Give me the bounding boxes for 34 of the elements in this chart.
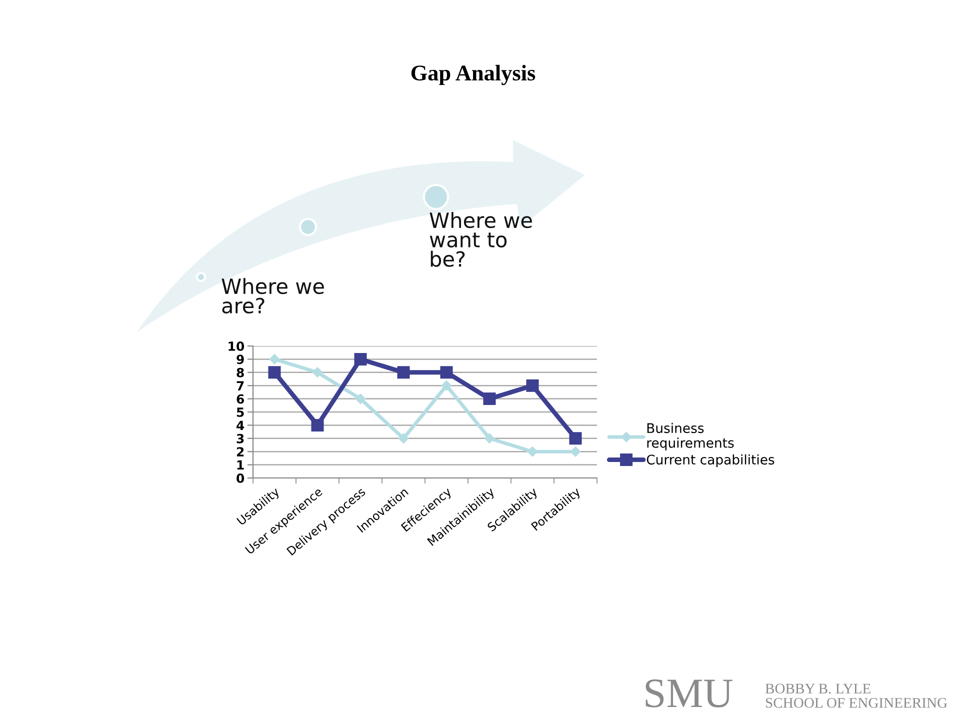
point [441, 380, 452, 391]
text: BOBBY B. LYLE SCHOOL OF ENGINEERING [765, 684, 948, 708]
point [440, 366, 453, 379]
y-tick-label: 6 [236, 394, 244, 404]
legend-label: Business requirements [647, 422, 734, 450]
y-tick-label: 10 [228, 341, 244, 351]
point [397, 366, 410, 379]
y-tick-label: 4 [236, 420, 244, 430]
point [484, 433, 495, 444]
text: Where we want to be? [430, 212, 532, 267]
point [483, 392, 496, 406]
point [269, 354, 280, 364]
y-tick-label: 3 [236, 434, 244, 444]
y-tick-label: 2 [236, 447, 244, 456]
point [311, 418, 324, 432]
point [355, 394, 366, 404]
y-tick-label: 8 [236, 368, 244, 378]
point [570, 446, 581, 457]
y-tick-label: 0 [236, 473, 244, 483]
y-tick-label: 1 [237, 460, 244, 470]
y-tick-label: 7 [236, 381, 244, 390]
legend-label: Current capabilities [646, 454, 774, 468]
y-tick-label: 5 [236, 408, 244, 417]
point [268, 366, 281, 379]
point [569, 432, 582, 445]
point [398, 433, 409, 444]
point [354, 352, 367, 366]
point [527, 446, 538, 457]
chart-title: Gap Analysis [411, 64, 536, 86]
point [526, 379, 539, 392]
text: Where we are? [222, 278, 324, 314]
y-tick-label: 9 [236, 354, 244, 364]
text: SMU [646, 679, 732, 708]
point [312, 367, 323, 378]
